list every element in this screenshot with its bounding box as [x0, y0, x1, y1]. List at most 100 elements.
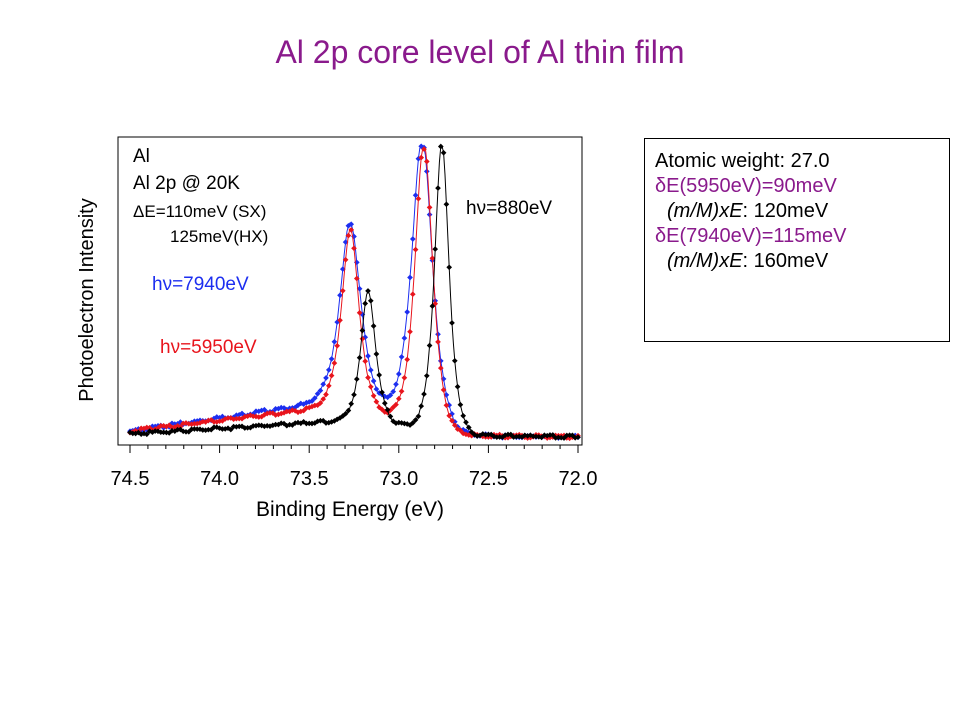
- data-point-marker: [342, 256, 349, 263]
- data-point-marker: [367, 297, 374, 304]
- data-point-marker: [412, 417, 419, 423]
- data-point-marker: [457, 401, 464, 408]
- data-point-marker: [370, 323, 377, 329]
- delta-e-5950: δE(5950eV)=90meV: [655, 175, 837, 197]
- data-point-marker: [407, 328, 413, 335]
- data-point-marker: [407, 274, 413, 281]
- x-tick-label: 73.5: [290, 468, 329, 490]
- data-point-marker: [437, 143, 444, 150]
- data-point-marker: [345, 232, 352, 239]
- data-point-marker: [412, 246, 419, 253]
- data-point-marker: [379, 389, 385, 396]
- data-point-marker: [418, 403, 425, 409]
- data-point-marker: [359, 327, 366, 334]
- annotation-resolution-sx: ΔE=110meV (SX): [133, 202, 266, 221]
- data-point-marker: [449, 417, 455, 424]
- series-layer: [127, 143, 581, 442]
- series-label-7940ev: hν=7940eV: [152, 274, 249, 295]
- data-point-marker: [454, 383, 461, 390]
- atomic-weight: Atomic weight: 27.0: [655, 150, 830, 172]
- annotation-resolution-hx: 125meV(HX): [170, 227, 268, 246]
- data-point-marker: [423, 158, 430, 165]
- data-point-marker: [351, 391, 357, 398]
- data-point-marker: [460, 412, 467, 419]
- data-point-marker: [334, 342, 341, 349]
- data-point-marker: [367, 383, 374, 390]
- data-point-marker: [401, 374, 408, 381]
- data-point-marker: [393, 401, 399, 408]
- data-point-marker: [404, 356, 411, 363]
- data-point-marker: [365, 374, 371, 381]
- data-point-marker: [356, 309, 363, 316]
- data-point-marker: [395, 395, 402, 402]
- data-point-marker: [353, 275, 360, 282]
- info-box: Atomic weight: 27.0 δE(5950eV)=90meV (m/…: [644, 138, 950, 342]
- data-point-marker: [309, 398, 315, 404]
- data-point-marker: [370, 378, 377, 384]
- data-point-marker: [345, 407, 352, 414]
- data-point-marker: [320, 381, 327, 388]
- data-point-marker: [376, 372, 383, 378]
- data-point-marker: [443, 201, 450, 208]
- x-axis-ticks: 74.5 74.0 73.5 73.0 72.5 72.0: [111, 445, 597, 490]
- data-point-marker: [437, 358, 444, 364]
- data-point-marker: [423, 372, 430, 379]
- data-point-marker: [401, 335, 408, 341]
- data-point-marker: [348, 400, 355, 407]
- data-point-marker: [409, 236, 416, 242]
- data-point-marker: [331, 338, 338, 345]
- data-point-marker: [362, 300, 369, 307]
- data-point-marker: [370, 392, 377, 399]
- data-point-marker: [373, 386, 380, 392]
- data-point-marker: [575, 434, 581, 441]
- mass-ratio-term: (m/M)xE: [667, 200, 743, 222]
- delta-e-7940: δE(7940eV)=115meV: [655, 225, 847, 247]
- recoil-5950-line: (m/M)xE: 120meV: [655, 199, 949, 224]
- data-point-marker: [549, 432, 556, 438]
- data-point-marker: [429, 255, 436, 262]
- data-point-marker: [384, 406, 391, 413]
- recoil-5950-value: : 120meV: [742, 200, 829, 222]
- data-point-marker: [337, 292, 343, 299]
- data-point-marker: [387, 392, 394, 399]
- data-point-marker: [409, 291, 416, 298]
- x-tick-label: 73.0: [379, 468, 418, 490]
- data-point-marker: [395, 371, 402, 377]
- data-point-marker: [325, 382, 332, 389]
- data-point-marker: [432, 246, 439, 252]
- series-label-5950ev: hν=5950eV: [160, 337, 257, 358]
- data-point-marker: [227, 426, 234, 433]
- data-point-marker: [387, 413, 394, 420]
- data-point-marker: [337, 317, 343, 324]
- data-point-marker: [415, 413, 422, 420]
- data-point-marker: [320, 396, 327, 402]
- data-point-marker: [143, 431, 150, 438]
- data-point-marker: [446, 264, 453, 271]
- data-point-marker: [409, 420, 416, 426]
- data-point-marker: [435, 331, 441, 338]
- data-point-marker: [342, 410, 349, 417]
- data-point-marker: [435, 339, 441, 345]
- data-point-marker: [418, 154, 425, 161]
- data-point-marker: [451, 422, 458, 429]
- y-axis-label: Photoelectron Intensity: [76, 198, 98, 401]
- data-point-marker: [367, 367, 374, 373]
- data-point-marker: [437, 365, 444, 371]
- annotation-sample: Al: [133, 146, 150, 167]
- data-point-marker: [323, 391, 329, 398]
- data-point-marker: [317, 400, 324, 406]
- data-point-marker: [423, 168, 430, 175]
- data-point-marker: [457, 427, 464, 434]
- data-point-marker: [412, 192, 419, 199]
- x-tick-label: 74.0: [200, 468, 239, 490]
- data-point-marker: [390, 388, 397, 395]
- data-point-marker: [443, 402, 450, 409]
- data-point-marker: [449, 320, 455, 326]
- data-point-marker: [314, 390, 321, 397]
- data-point-marker: [426, 342, 433, 349]
- data-point-marker: [328, 356, 335, 362]
- recoil-7940-value: : 160meV: [742, 250, 829, 272]
- data-point-marker: [365, 353, 371, 359]
- data-point-marker: [356, 354, 363, 361]
- data-point-marker: [373, 398, 380, 405]
